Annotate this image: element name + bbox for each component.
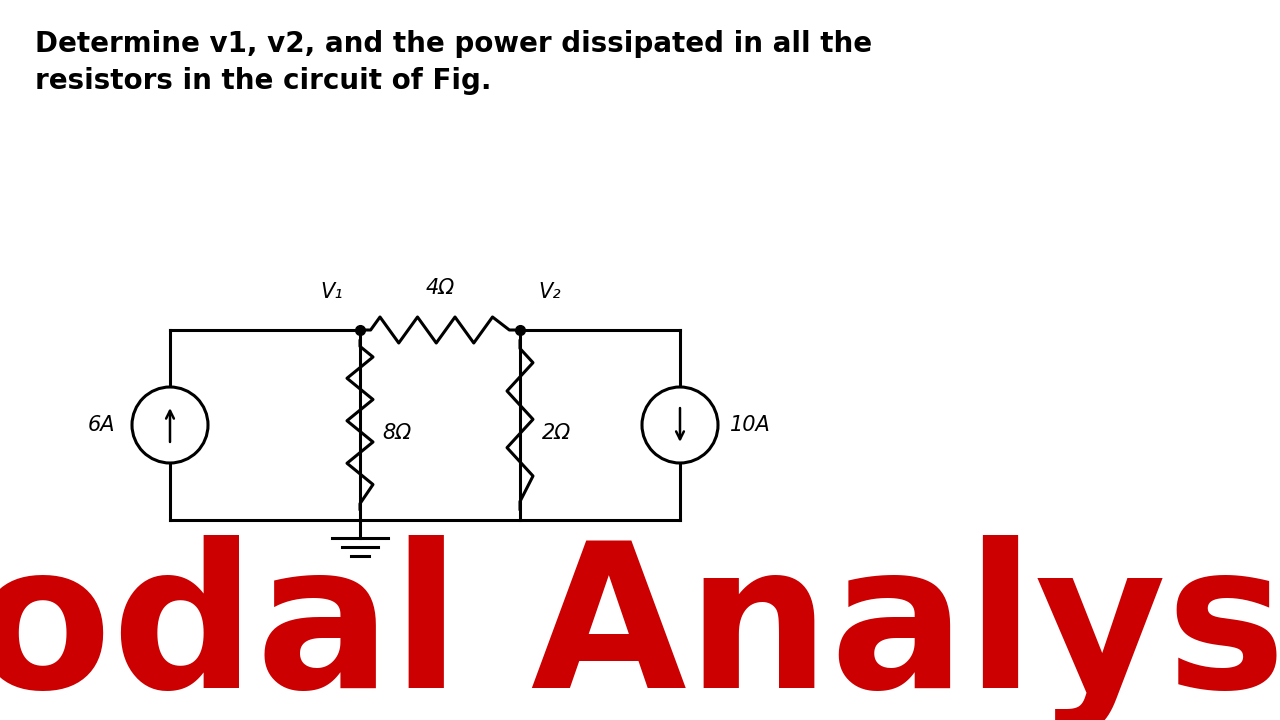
- Text: 4Ω: 4Ω: [425, 278, 454, 298]
- Text: V₂: V₂: [539, 282, 562, 302]
- Text: Determine v1, v2, and the power dissipated in all the
resistors in the circuit o: Determine v1, v2, and the power dissipat…: [35, 30, 872, 95]
- Text: 2Ω: 2Ω: [541, 423, 571, 443]
- Text: V₁: V₁: [321, 282, 343, 302]
- Text: 10A: 10A: [730, 415, 771, 435]
- Text: 8Ω: 8Ω: [381, 423, 411, 443]
- Circle shape: [643, 387, 718, 463]
- Text: Nodal Analysis: Nodal Analysis: [0, 535, 1280, 720]
- Circle shape: [132, 387, 207, 463]
- Text: 6A: 6A: [87, 415, 115, 435]
